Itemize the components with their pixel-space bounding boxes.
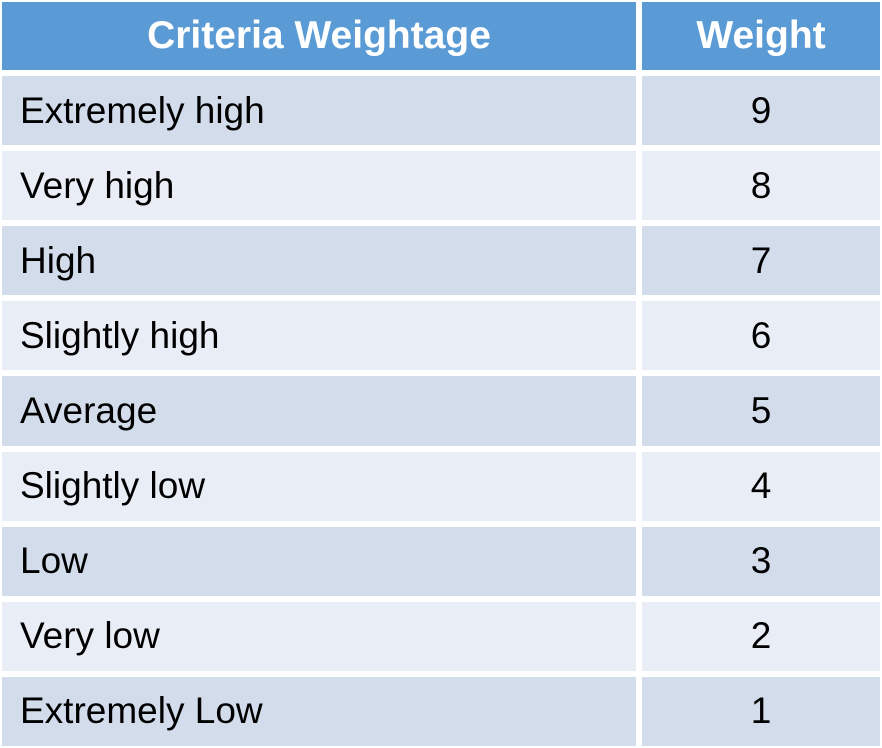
table-row-label-low: Low: [2, 526, 636, 596]
table-row-label-average: Average: [2, 376, 636, 446]
table-row-value-very-low: 2: [642, 601, 880, 671]
table-row-value-slightly-high: 6: [642, 301, 880, 371]
table-row-label-slightly-high: Slightly high: [2, 301, 636, 371]
table-header-weight: Weight: [642, 2, 880, 70]
table-row-label-very-high: Very high: [2, 151, 636, 221]
table-row-value-extremely-low: 1: [642, 676, 880, 746]
table-row-value-extremely-high: 9: [642, 76, 880, 146]
table-row-value-slightly-low: 4: [642, 451, 880, 521]
table-row-value-low: 3: [642, 526, 880, 596]
table-row-label-extremely-high: Extremely high: [2, 76, 636, 146]
table-row-value-average: 5: [642, 376, 880, 446]
table-row-label-very-low: Very low: [2, 601, 636, 671]
table-row-value-high: 7: [642, 226, 880, 296]
table-row-label-high: High: [2, 226, 636, 296]
table-header-criteria: Criteria Weightage: [2, 2, 636, 70]
table-row-label-slightly-low: Slightly low: [2, 451, 636, 521]
table-row-label-extremely-low: Extremely Low: [2, 676, 636, 746]
table-row-value-very-high: 8: [642, 151, 880, 221]
